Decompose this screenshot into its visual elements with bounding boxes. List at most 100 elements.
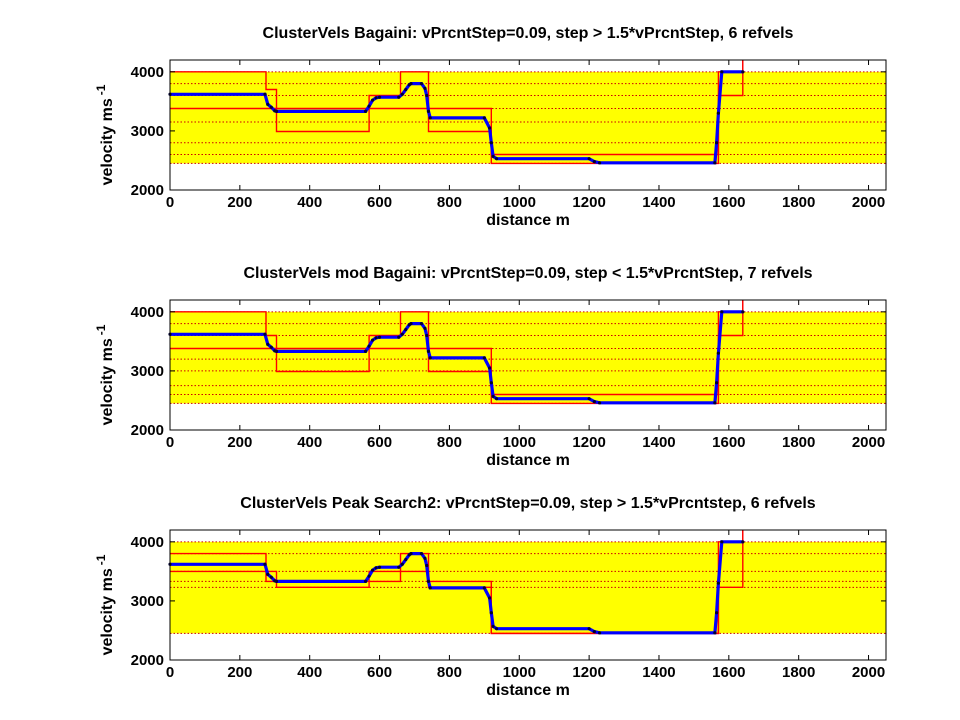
chart-title: ClusterVels Bagaini: vPrcntStep=0.09, st… bbox=[263, 25, 794, 42]
velocity-point bbox=[489, 381, 493, 385]
velocity-point bbox=[741, 310, 745, 314]
y-tick-label: 4000 bbox=[131, 64, 164, 81]
y-axis-label: velocity ms -1 bbox=[94, 554, 116, 655]
velocity-point bbox=[423, 556, 427, 560]
velocity-point bbox=[598, 161, 602, 165]
velocity-series bbox=[170, 540, 743, 635]
velocity-point bbox=[269, 105, 273, 109]
velocity-point bbox=[377, 565, 382, 569]
y-tick-label: 2000 bbox=[131, 422, 164, 439]
velocity-point bbox=[487, 366, 492, 370]
x-tick-label: 600 bbox=[367, 434, 392, 451]
velocity-point bbox=[587, 157, 591, 161]
x-tick-label: 1400 bbox=[642, 434, 675, 451]
velocity-point bbox=[370, 98, 375, 102]
x-tick-label: 600 bbox=[367, 194, 392, 211]
velocity-point bbox=[715, 611, 719, 615]
x-tick-label: 1200 bbox=[572, 434, 605, 451]
x-tick-label: 1800 bbox=[782, 664, 815, 681]
y-axis-label: velocity ms -1 bbox=[94, 324, 116, 425]
velocity-point bbox=[491, 394, 495, 398]
chart-title: ClusterVels mod Bagaini: vPrcntStep=0.09… bbox=[243, 265, 812, 282]
x-tick-label: 1800 bbox=[782, 434, 815, 451]
velocity-point bbox=[404, 557, 408, 562]
subplot-peak-search2: ClusterVels Peak Search2: vPrcntStep=0.0… bbox=[94, 495, 887, 699]
velocity-point bbox=[489, 611, 493, 615]
velocity-point bbox=[269, 345, 273, 349]
velocity-point bbox=[363, 349, 368, 354]
velocity-point bbox=[377, 335, 382, 339]
y-tick-label: 2000 bbox=[131, 652, 164, 669]
axes-frame bbox=[169, 299, 887, 431]
velocity-point bbox=[720, 70, 724, 74]
velocity-point bbox=[409, 552, 413, 556]
velocity-point bbox=[397, 565, 401, 569]
velocity-point bbox=[720, 540, 724, 544]
velocity-point bbox=[269, 575, 273, 579]
x-tick-label: 1200 bbox=[572, 664, 605, 681]
y-axis-label-superscript: -1 bbox=[94, 554, 108, 565]
velocity-point bbox=[266, 102, 270, 106]
velocity-point bbox=[720, 310, 724, 314]
velocity-point bbox=[716, 351, 720, 355]
velocity-point bbox=[428, 356, 432, 360]
x-tick-label: 1600 bbox=[712, 664, 745, 681]
x-tick-label: 1600 bbox=[712, 194, 745, 211]
x-tick-label: 1400 bbox=[642, 194, 675, 211]
x-tick-label: 1600 bbox=[712, 434, 745, 451]
velocity-point bbox=[274, 109, 279, 114]
y-tick-label: 4000 bbox=[131, 534, 164, 551]
velocity-point bbox=[367, 104, 371, 108]
velocity-point bbox=[598, 401, 602, 405]
velocity-point bbox=[363, 579, 368, 584]
velocity-point bbox=[266, 572, 270, 576]
x-tick-label: 2000 bbox=[852, 664, 885, 681]
x-tick-label: 400 bbox=[297, 194, 322, 211]
x-tick-label: 800 bbox=[437, 434, 462, 451]
velocity-point bbox=[266, 342, 270, 346]
subplot-mod-bagaini: ClusterVels mod Bagaini: vPrcntStep=0.09… bbox=[94, 265, 887, 469]
velocity-point bbox=[587, 627, 591, 631]
velocity-point bbox=[428, 586, 432, 590]
x-tick-label: 200 bbox=[227, 194, 252, 211]
velocity-point bbox=[425, 93, 429, 98]
velocity-point bbox=[716, 111, 720, 115]
velocity-point bbox=[713, 161, 717, 165]
x-tick-label: 1000 bbox=[503, 194, 536, 211]
velocity-point bbox=[274, 579, 279, 584]
velocity-point bbox=[494, 157, 499, 161]
x-axis-label: distance m bbox=[486, 682, 570, 699]
velocity-series bbox=[170, 70, 743, 165]
velocity-point bbox=[592, 630, 596, 634]
axes-frame bbox=[169, 59, 887, 191]
velocity-point bbox=[428, 116, 432, 120]
velocity-point bbox=[397, 95, 401, 99]
x-tick-label: 1800 bbox=[782, 194, 815, 211]
velocity-point bbox=[423, 86, 427, 90]
velocity-point bbox=[482, 586, 486, 590]
velocity-point bbox=[419, 322, 424, 326]
y-axis-label-text: velocity ms bbox=[99, 338, 116, 425]
velocity-point bbox=[587, 397, 591, 401]
x-tick-label: 2000 bbox=[852, 194, 885, 211]
velocity-point bbox=[715, 141, 719, 145]
velocity-point bbox=[494, 397, 499, 401]
y-tick-label: 3000 bbox=[131, 363, 164, 380]
velocity-point bbox=[367, 344, 371, 348]
x-tick-label: 0 bbox=[166, 664, 174, 681]
y-axis-label-superscript: -1 bbox=[94, 84, 108, 95]
velocity-point bbox=[592, 400, 596, 404]
velocity-point bbox=[367, 574, 371, 578]
velocity-point bbox=[713, 631, 717, 635]
x-tick-label: 1400 bbox=[642, 664, 675, 681]
y-axis-label: velocity ms -1 bbox=[94, 84, 116, 185]
velocity-point bbox=[713, 401, 717, 405]
x-tick-label: 400 bbox=[297, 664, 322, 681]
velocity-point bbox=[592, 160, 596, 164]
velocity-point bbox=[487, 126, 492, 130]
y-tick-label: 4000 bbox=[131, 304, 164, 321]
velocity-point bbox=[409, 322, 413, 326]
velocity-point bbox=[426, 109, 431, 114]
velocity-point bbox=[370, 568, 375, 572]
